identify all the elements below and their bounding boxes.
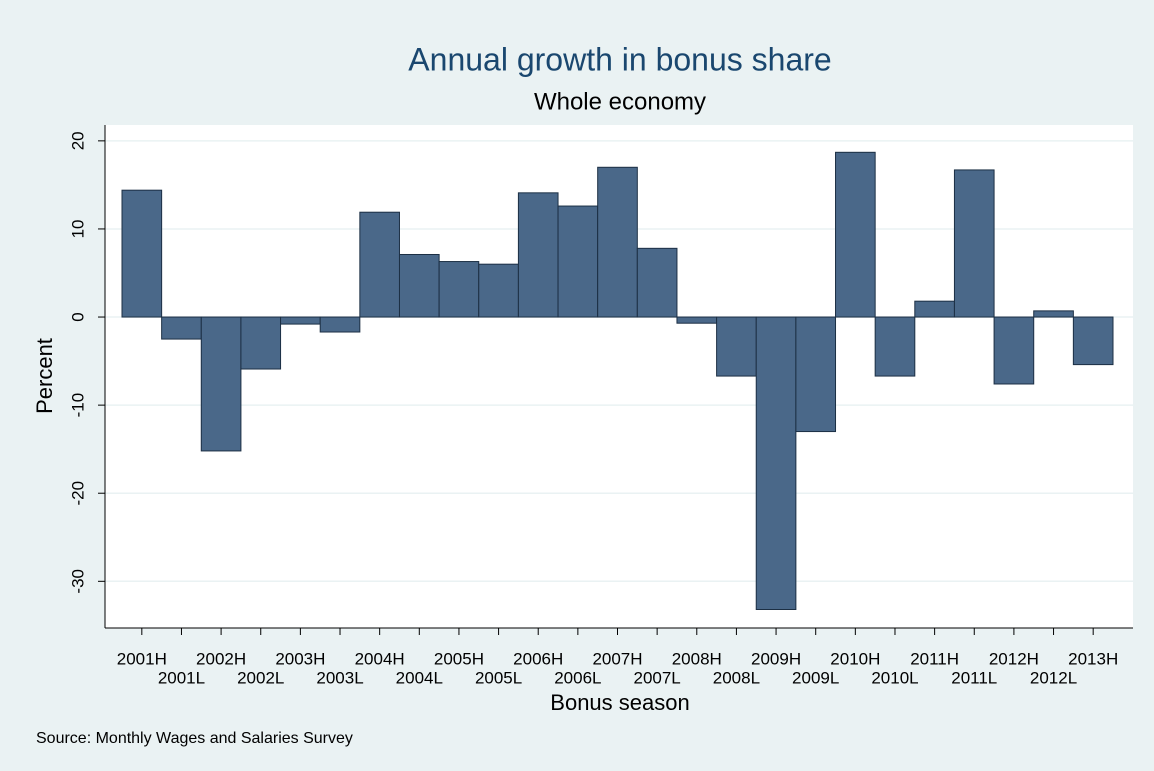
y-tick-label: -10 — [68, 393, 87, 418]
bar — [121, 189, 163, 318]
bar — [755, 316, 797, 611]
x-tick-label: 2005L — [475, 668, 522, 687]
x-tick-label: 2006H — [513, 649, 563, 668]
bar — [478, 263, 519, 318]
bar — [993, 316, 1035, 385]
bar — [716, 316, 757, 377]
bar — [398, 253, 440, 318]
x-tick-label: 2002L — [237, 668, 284, 687]
bar — [240, 316, 282, 370]
x-tick-label: 2002H — [196, 649, 246, 668]
x-tick-label: 2013H — [1068, 649, 1118, 668]
x-tick-label: 2003L — [316, 668, 363, 687]
bar — [597, 166, 638, 318]
bar — [359, 211, 400, 318]
bar — [161, 316, 202, 340]
bar — [200, 316, 242, 452]
bar — [280, 316, 321, 325]
bar — [676, 316, 718, 324]
bar — [517, 192, 559, 318]
x-tick-label: 2006L — [554, 668, 601, 687]
bar — [953, 169, 995, 318]
x-tick-label: 2008H — [672, 649, 722, 668]
bar — [1033, 310, 1074, 318]
x-tick-label: 2007L — [633, 668, 680, 687]
x-tick-label: 2009L — [792, 668, 839, 687]
x-tick-label: 2009H — [751, 649, 801, 668]
x-tick-label: 2010L — [871, 668, 918, 687]
x-tick-label: 2010H — [830, 649, 880, 668]
x-tick-label: 2005H — [434, 649, 484, 668]
x-tick-label: 2004H — [355, 649, 405, 668]
y-tick-label: 20 — [68, 131, 87, 150]
bar — [319, 316, 361, 333]
bar — [636, 247, 678, 318]
y-tick-label: -30 — [68, 569, 87, 594]
x-tick-label: 2001L — [158, 668, 205, 687]
x-tick-label: 2008L — [713, 668, 760, 687]
x-tick-label: 2012H — [989, 649, 1039, 668]
bar — [795, 316, 837, 433]
x-tick-label: 2011L — [951, 668, 997, 687]
x-axis-title: Bonus season — [550, 690, 689, 715]
y-tick-label: -20 — [68, 481, 87, 506]
y-axis-title: Percent — [32, 338, 57, 414]
bar — [914, 300, 955, 318]
bar — [835, 151, 876, 318]
x-tick-label: 2003H — [275, 649, 325, 668]
x-tick-label: 2004L — [396, 668, 443, 687]
chart-subtitle: Whole economy — [534, 88, 706, 115]
source-note: Source: Monthly Wages and Salaries Surve… — [36, 730, 353, 747]
bar — [1072, 316, 1114, 366]
y-tick-label: 10 — [68, 219, 87, 238]
bar — [557, 205, 599, 318]
x-tick-label: 2007H — [592, 649, 642, 668]
bar — [438, 261, 480, 318]
chart-title: Annual growth in bonus share — [408, 41, 831, 77]
x-tick-label: 2011H — [910, 649, 959, 668]
bar — [874, 316, 916, 377]
x-tick-label: 2001H — [117, 649, 167, 668]
y-tick-label: 0 — [68, 312, 87, 321]
x-tick-label: 2012L — [1030, 668, 1077, 687]
